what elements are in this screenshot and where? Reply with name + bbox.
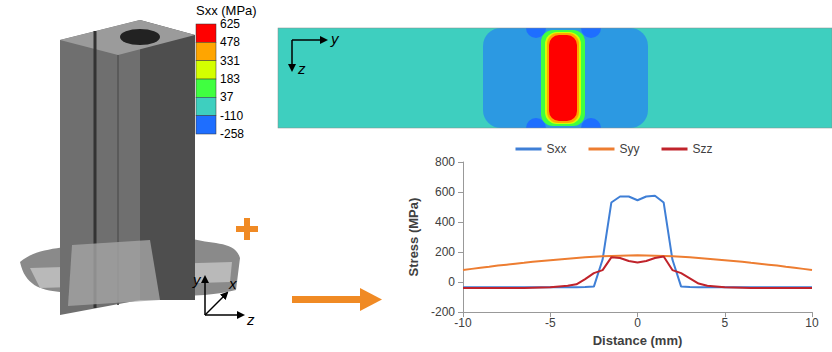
svg-text:y: y bbox=[330, 30, 340, 47]
svg-text:0: 0 bbox=[448, 275, 455, 289]
svg-text:10: 10 bbox=[805, 316, 819, 330]
svg-text:800: 800 bbox=[435, 155, 455, 169]
svg-text:Syy: Syy bbox=[619, 142, 639, 156]
svg-text:400: 400 bbox=[435, 215, 455, 229]
svg-text:183: 183 bbox=[220, 72, 240, 86]
svg-text:y: y bbox=[192, 271, 202, 288]
svg-text:478: 478 bbox=[220, 35, 240, 49]
svg-text:x: x bbox=[228, 275, 237, 292]
svg-text:-258: -258 bbox=[220, 127, 244, 141]
svg-text:Sxx (MPa): Sxx (MPa) bbox=[196, 3, 257, 18]
svg-text:0: 0 bbox=[634, 316, 641, 330]
svg-text:5: 5 bbox=[721, 316, 728, 330]
svg-text:37: 37 bbox=[220, 90, 234, 104]
svg-text:Stress (MPa): Stress (MPa) bbox=[406, 198, 421, 277]
svg-text:-110: -110 bbox=[220, 109, 243, 123]
svg-text:Szz: Szz bbox=[693, 142, 713, 156]
svg-text:600: 600 bbox=[435, 185, 455, 199]
svg-text:625: 625 bbox=[220, 17, 240, 31]
svg-text:-5: -5 bbox=[545, 316, 556, 330]
svg-text:200: 200 bbox=[435, 245, 455, 259]
svg-text:331: 331 bbox=[220, 54, 240, 68]
svg-text:-200: -200 bbox=[431, 305, 455, 319]
svg-text:Sxx: Sxx bbox=[546, 142, 566, 156]
svg-text:Distance (mm): Distance (mm) bbox=[593, 333, 683, 348]
svg-text:z: z bbox=[246, 311, 255, 328]
svg-text:z: z bbox=[297, 60, 306, 77]
svg-text:-10: -10 bbox=[454, 316, 472, 330]
